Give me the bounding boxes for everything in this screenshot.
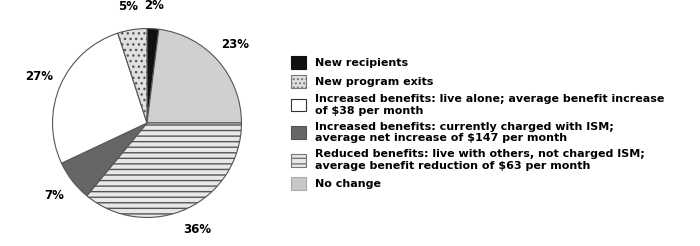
Text: 7%: 7% xyxy=(44,189,64,202)
Wedge shape xyxy=(52,33,147,163)
Wedge shape xyxy=(147,29,159,123)
Text: 36%: 36% xyxy=(183,223,211,236)
Wedge shape xyxy=(87,123,242,217)
Text: 23%: 23% xyxy=(222,38,250,51)
Text: 5%: 5% xyxy=(118,0,139,13)
Text: 27%: 27% xyxy=(25,70,52,83)
Wedge shape xyxy=(62,123,147,196)
Wedge shape xyxy=(147,29,242,123)
Wedge shape xyxy=(118,29,147,123)
Text: 2%: 2% xyxy=(144,0,164,12)
Legend: New recipients, New program exits, Increased benefits: live alone; average benef: New recipients, New program exits, Incre… xyxy=(290,56,664,190)
